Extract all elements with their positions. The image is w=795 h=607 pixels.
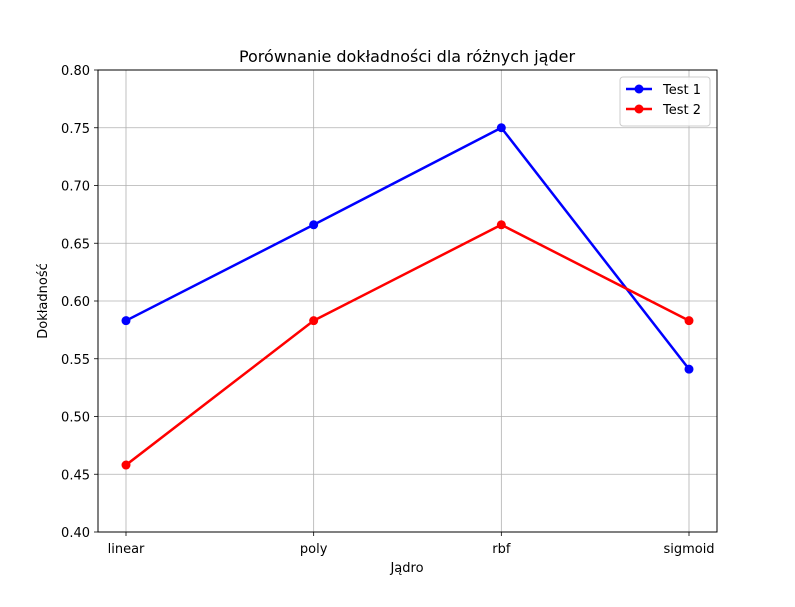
- data-point: [496, 220, 506, 230]
- legend-entry: Test 2: [626, 103, 701, 118]
- x-tick-label: linear: [108, 542, 145, 557]
- data-point: [121, 316, 131, 326]
- x-axis-label: Jądro: [389, 561, 423, 576]
- y-axis-label: Dokładność: [36, 263, 51, 339]
- grid: [98, 70, 717, 532]
- data-point: [496, 123, 506, 133]
- x-tick-label: sigmoid: [663, 542, 714, 557]
- data-point: [121, 460, 131, 470]
- y-tick-label: 0.50: [61, 411, 90, 426]
- series-line: [125, 223, 690, 467]
- y-tick-label: 0.55: [61, 353, 90, 368]
- data-point: [684, 316, 694, 326]
- series-line: [125, 126, 690, 370]
- x-tick-label: rbf: [492, 542, 511, 557]
- y-tick-label: 0.40: [61, 526, 90, 541]
- y-tick-label: 0.65: [61, 237, 90, 252]
- x-axis: linear poly rbf sigmoid: [108, 532, 715, 557]
- legend-entry: Test 1: [626, 83, 701, 98]
- series-2: [121, 220, 694, 470]
- y-tick-label: 0.45: [61, 468, 90, 483]
- x-tick-label: poly: [300, 542, 328, 557]
- legend-marker: [634, 84, 644, 94]
- y-tick-label: 0.75: [61, 122, 90, 137]
- y-axis: 0.40 0.45 0.50 0.55 0.60 0.65 0.70 0.75 0.80: [61, 64, 98, 541]
- series-layer: [121, 123, 694, 470]
- y-tick-label: 0.60: [61, 295, 90, 310]
- legend-label: Test 2: [662, 103, 701, 118]
- legend-marker: [634, 104, 644, 114]
- data-point: [684, 364, 694, 374]
- y-tick-label: 0.80: [61, 64, 90, 79]
- series-1: [121, 123, 694, 374]
- y-tick-label: 0.70: [61, 180, 90, 195]
- chart-title: Porównanie dokładności dla różnych jąder: [239, 47, 576, 66]
- legend: Test 1 Test 2: [619, 76, 711, 127]
- data-point: [309, 316, 319, 326]
- data-point: [309, 220, 319, 230]
- legend-label: Test 1: [662, 83, 701, 98]
